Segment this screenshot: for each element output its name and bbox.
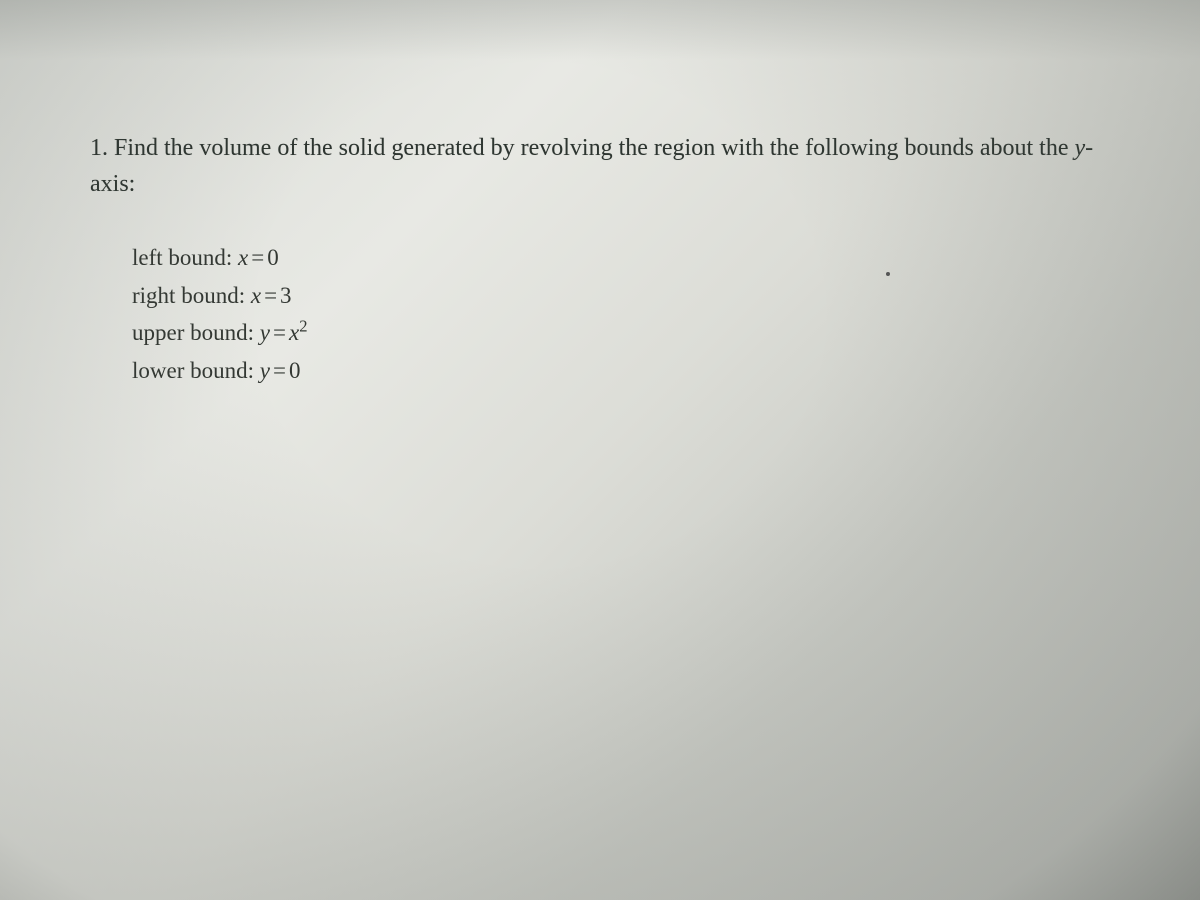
- upper-bound: upper bound: y=x2: [132, 315, 1120, 351]
- upper-bound-rhs: x: [289, 320, 299, 345]
- lower-bound: lower bound: y=0: [132, 353, 1120, 389]
- upper-bound-exponent: 2: [299, 317, 307, 336]
- bounds-list: left bound: x=0 right bound: x=3 upper b…: [132, 240, 1120, 389]
- right-bound-eq: =: [261, 283, 280, 308]
- problem-statement: 1. Find the volume of the solid generate…: [90, 130, 1120, 202]
- upper-bound-lhs: y: [260, 320, 270, 345]
- left-bound-eq: =: [248, 245, 267, 270]
- problem-text-1: Find the volume of the solid generated b…: [114, 135, 1075, 161]
- lower-bound-var: y: [260, 358, 270, 383]
- left-bound: left bound: x=0: [132, 240, 1120, 276]
- lower-bound-eq: =: [270, 358, 289, 383]
- upper-bound-label: upper bound:: [132, 320, 260, 345]
- axis-var: y: [1075, 135, 1086, 161]
- lower-bound-value: 0: [289, 358, 301, 383]
- problem-page: 1. Find the volume of the solid generate…: [0, 0, 1200, 451]
- right-bound: right bound: x=3: [132, 278, 1120, 314]
- problem-number: 1.: [90, 135, 108, 161]
- right-bound-label: right bound:: [132, 283, 251, 308]
- left-bound-value: 0: [267, 245, 279, 270]
- lower-bound-label: lower bound:: [132, 358, 260, 383]
- left-bound-label: left bound:: [132, 245, 238, 270]
- right-bound-value: 3: [280, 283, 292, 308]
- left-bound-var: x: [238, 245, 248, 270]
- right-bound-var: x: [251, 283, 261, 308]
- upper-bound-eq: =: [270, 320, 289, 345]
